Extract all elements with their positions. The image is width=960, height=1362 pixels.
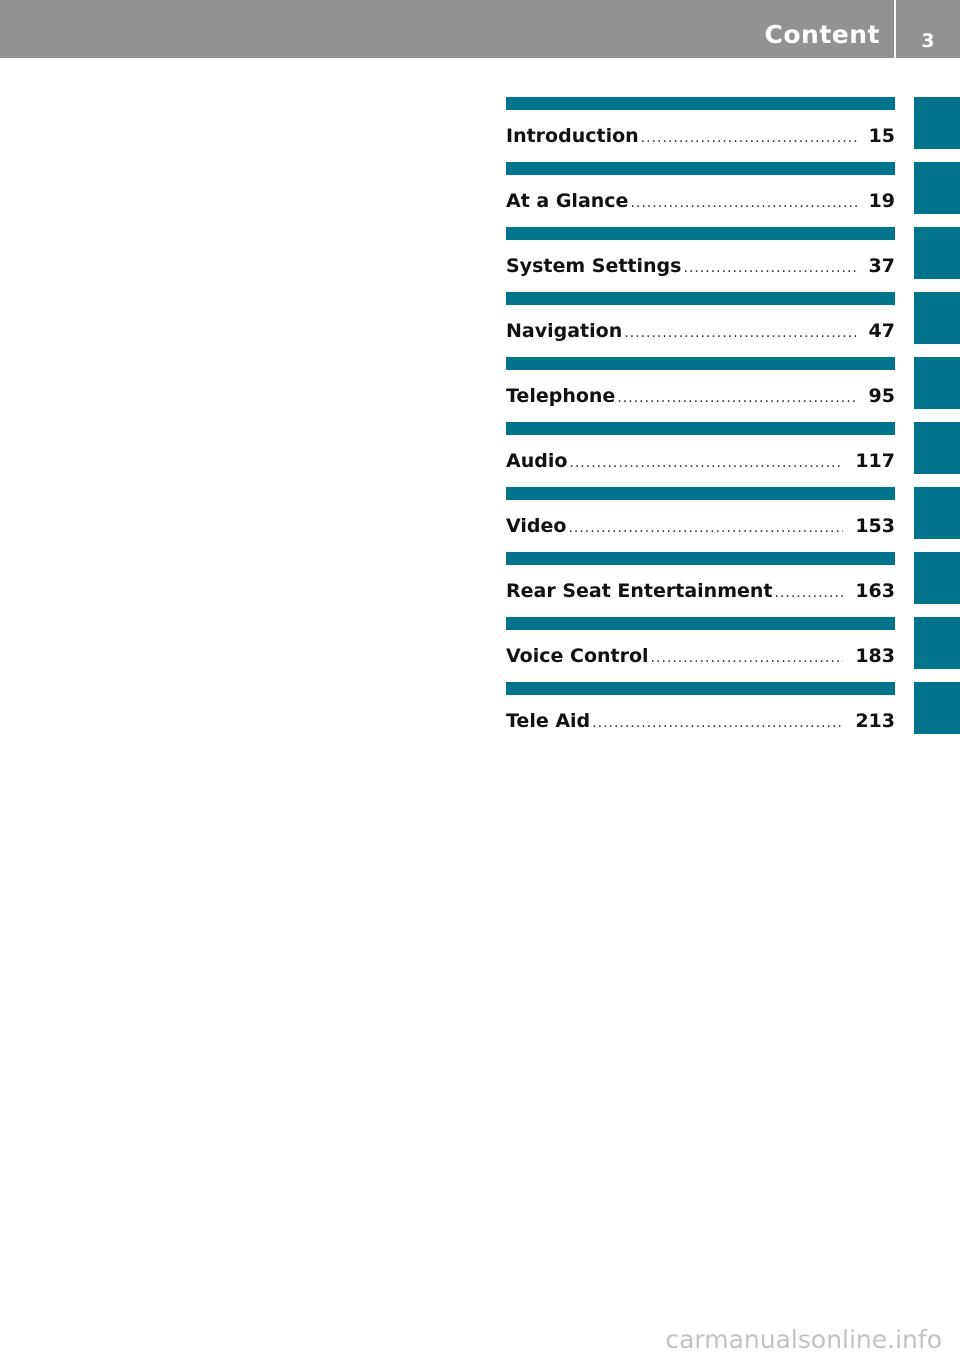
toc-title[interactable]: At a Glance xyxy=(506,190,629,212)
toc-line: System Settings 37 xyxy=(506,255,895,277)
toc-page-number[interactable]: 213 xyxy=(855,710,895,732)
section-rule xyxy=(506,162,895,175)
toc-line: At a Glance 19 xyxy=(506,190,895,212)
section-tab-telephone[interactable] xyxy=(914,357,960,409)
header-bar: Content 3 xyxy=(0,0,960,58)
leader-dots xyxy=(630,195,856,211)
toc-title[interactable]: System Settings xyxy=(506,255,682,277)
toc-page-number[interactable]: 163 xyxy=(855,580,895,602)
leader-dots xyxy=(683,260,856,276)
toc-page-number[interactable]: 153 xyxy=(855,515,895,537)
section-rule xyxy=(506,617,895,630)
toc-page-number[interactable]: 37 xyxy=(868,255,895,277)
toc-entry-system-settings[interactable]: System Settings 37 xyxy=(506,227,895,292)
section-tab-video[interactable] xyxy=(914,487,960,539)
toc-line: Tele Aid 213 xyxy=(506,710,895,732)
section-rule xyxy=(506,487,895,500)
toc-page-number[interactable]: 183 xyxy=(855,645,895,667)
toc-title[interactable]: Navigation xyxy=(506,320,623,342)
toc-title[interactable]: Tele Aid xyxy=(506,710,591,732)
leader-dots xyxy=(641,130,857,146)
section-tab-audio[interactable] xyxy=(914,422,960,474)
leader-dots xyxy=(568,520,843,536)
table-of-contents: Introduction 15 At a Glance 19 System Se… xyxy=(506,97,895,747)
toc-page-number[interactable]: 95 xyxy=(868,385,895,407)
toc-line: Navigation 47 xyxy=(506,320,895,342)
toc-line: Telephone 95 xyxy=(506,385,895,407)
section-tab-rear-seat-entertainment[interactable] xyxy=(914,552,960,604)
toc-line: Voice Control 183 xyxy=(506,645,895,667)
section-tab-voice-control[interactable] xyxy=(914,617,960,669)
section-rule xyxy=(506,357,895,370)
toc-page-number[interactable]: 117 xyxy=(855,450,895,472)
toc-page-number[interactable]: 15 xyxy=(868,125,895,147)
leader-dots xyxy=(651,650,844,666)
toc-title[interactable]: Video xyxy=(506,515,567,537)
leader-dots xyxy=(775,585,844,601)
page-number: 3 xyxy=(921,30,935,52)
toc-title[interactable]: Audio xyxy=(506,450,568,472)
toc-entry-at-a-glance[interactable]: At a Glance 19 xyxy=(506,162,895,227)
section-tab-tele-aid[interactable] xyxy=(914,682,960,734)
section-tab-at-a-glance[interactable] xyxy=(914,162,960,214)
section-rule xyxy=(506,227,895,240)
toc-entry-tele-aid[interactable]: Tele Aid 213 xyxy=(506,682,895,747)
toc-entry-introduction[interactable]: Introduction 15 xyxy=(506,97,895,162)
toc-line: Introduction 15 xyxy=(506,125,895,147)
section-tab-system-settings[interactable] xyxy=(914,227,960,279)
toc-title[interactable]: Telephone xyxy=(506,385,616,407)
section-rule xyxy=(506,552,895,565)
leader-dots xyxy=(617,390,856,406)
toc-title[interactable]: Voice Control xyxy=(506,645,649,667)
toc-line: Rear Seat Entertainment 163 xyxy=(506,580,895,602)
section-tab-introduction[interactable] xyxy=(914,97,960,149)
leader-dots xyxy=(624,325,856,341)
toc-entry-audio[interactable]: Audio 117 xyxy=(506,422,895,487)
toc-line: Audio 117 xyxy=(506,450,895,472)
toc-title[interactable]: Rear Seat Entertainment xyxy=(506,580,773,602)
toc-entry-rear-seat-entertainment[interactable]: Rear Seat Entertainment 163 xyxy=(506,552,895,617)
toc-entry-telephone[interactable]: Telephone 95 xyxy=(506,357,895,422)
toc-page-number[interactable]: 19 xyxy=(868,190,895,212)
leader-dots xyxy=(592,715,843,731)
leader-dots xyxy=(569,455,843,471)
toc-line: Video 153 xyxy=(506,515,895,537)
toc-page-number[interactable]: 47 xyxy=(868,320,895,342)
section-rule xyxy=(506,292,895,305)
section-rule xyxy=(506,682,895,695)
watermark: carmanualsonline.info xyxy=(665,1325,942,1354)
toc-entry-voice-control[interactable]: Voice Control 183 xyxy=(506,617,895,682)
toc-entry-video[interactable]: Video 153 xyxy=(506,487,895,552)
section-rule xyxy=(506,422,895,435)
section-tabs xyxy=(914,97,960,747)
toc-title[interactable]: Introduction xyxy=(506,125,639,147)
section-tab-navigation[interactable] xyxy=(914,292,960,344)
header-divider xyxy=(894,0,896,58)
toc-entry-navigation[interactable]: Navigation 47 xyxy=(506,292,895,357)
page-title: Content xyxy=(764,20,880,49)
section-rule xyxy=(506,97,895,110)
